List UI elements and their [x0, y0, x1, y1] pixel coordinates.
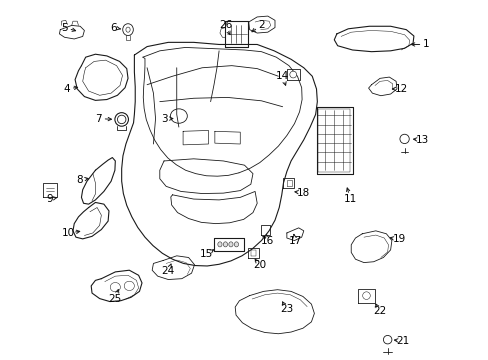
Text: 21: 21 [396, 336, 409, 346]
Text: 20: 20 [252, 260, 265, 270]
Text: 2: 2 [258, 21, 264, 30]
Ellipse shape [110, 283, 120, 292]
Ellipse shape [117, 115, 125, 124]
Text: 7: 7 [95, 114, 102, 123]
Text: 13: 13 [415, 135, 428, 145]
Text: 18: 18 [297, 188, 310, 198]
Ellipse shape [223, 242, 227, 247]
Text: 24: 24 [162, 266, 175, 276]
Text: 23: 23 [280, 304, 293, 314]
Text: 3: 3 [161, 114, 167, 123]
Text: 16: 16 [261, 237, 274, 246]
Text: 12: 12 [394, 84, 407, 94]
Text: 11: 11 [343, 194, 356, 204]
Text: 19: 19 [392, 234, 405, 244]
Ellipse shape [115, 113, 128, 126]
Text: 4: 4 [63, 84, 70, 94]
Ellipse shape [362, 292, 369, 300]
Ellipse shape [170, 109, 187, 123]
Text: 6: 6 [110, 23, 116, 32]
Text: 8: 8 [76, 175, 82, 185]
Ellipse shape [122, 24, 133, 36]
Ellipse shape [125, 27, 130, 32]
Ellipse shape [383, 336, 391, 344]
Polygon shape [122, 42, 317, 266]
Text: 22: 22 [373, 306, 386, 316]
Ellipse shape [399, 134, 408, 144]
Ellipse shape [124, 281, 134, 291]
Text: 26: 26 [218, 21, 232, 30]
Ellipse shape [217, 242, 222, 247]
Text: 14: 14 [275, 71, 288, 81]
Text: 1: 1 [423, 40, 429, 49]
Ellipse shape [289, 71, 296, 78]
Ellipse shape [234, 242, 238, 247]
Text: 17: 17 [288, 237, 301, 246]
Text: 10: 10 [62, 228, 75, 238]
Text: 15: 15 [200, 249, 213, 259]
Text: 25: 25 [108, 294, 122, 303]
Ellipse shape [228, 242, 233, 247]
Text: 5: 5 [61, 23, 68, 32]
Text: 9: 9 [46, 194, 53, 204]
